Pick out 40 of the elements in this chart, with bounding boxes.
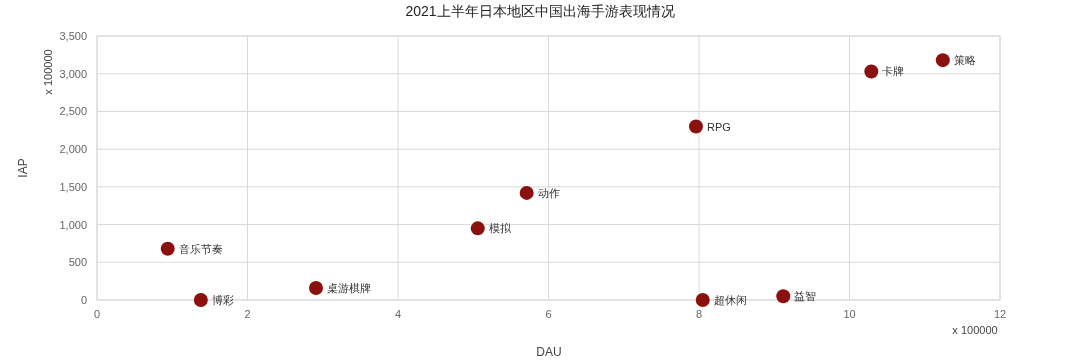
y-tick-label: 0 [80, 294, 87, 306]
point [308, 280, 323, 295]
x-axis-title: DAU [536, 345, 562, 359]
chart-title: 2021上半年日本地区中国出海手游表现情况 [405, 3, 675, 19]
x-tick-label: 6 [545, 308, 552, 320]
y-tick-label: 1,000 [59, 218, 87, 231]
series-label: 音乐节奏 [178, 242, 223, 255]
x-tick-label: 8 [695, 308, 703, 320]
series-label: 策略 [953, 54, 976, 67]
series-label: 桌游棋牌 [326, 281, 371, 294]
series-label: 超休闲 [713, 294, 747, 306]
text: x 100000 [42, 49, 54, 95]
y-tick-label: 500 [68, 256, 87, 269]
point [193, 293, 208, 307]
x-tick-label: 4 [394, 308, 402, 320]
x-tick-label: 2 [244, 308, 251, 320]
y-tick-label: 2,500 [59, 105, 87, 118]
x-tick-label: 12 [993, 308, 1007, 320]
point [519, 185, 534, 200]
y-tick-label: 2,000 [59, 143, 87, 156]
series-label: 动作 [537, 186, 560, 199]
y-tick-label: 3,000 [59, 67, 87, 80]
point [160, 241, 175, 256]
point [864, 64, 879, 79]
point [776, 289, 791, 304]
series-label: 博彩 [211, 294, 234, 306]
point [688, 119, 703, 134]
x-tick-label: 0 [93, 308, 101, 320]
y-tick-label: 3,500 [59, 30, 87, 42]
point [470, 221, 485, 236]
series-label: 模拟 [488, 222, 512, 235]
point [695, 293, 710, 307]
y-axis-title: IAP [16, 158, 30, 178]
series-label: 卡牌 [882, 65, 905, 78]
text: x 100000 [952, 324, 998, 336]
y-tick-label: 1,500 [59, 180, 87, 193]
series-label: RPG [706, 120, 731, 133]
x-tick-label: 10 [843, 308, 856, 320]
series-label: 益智 [794, 290, 817, 303]
point [935, 53, 950, 68]
